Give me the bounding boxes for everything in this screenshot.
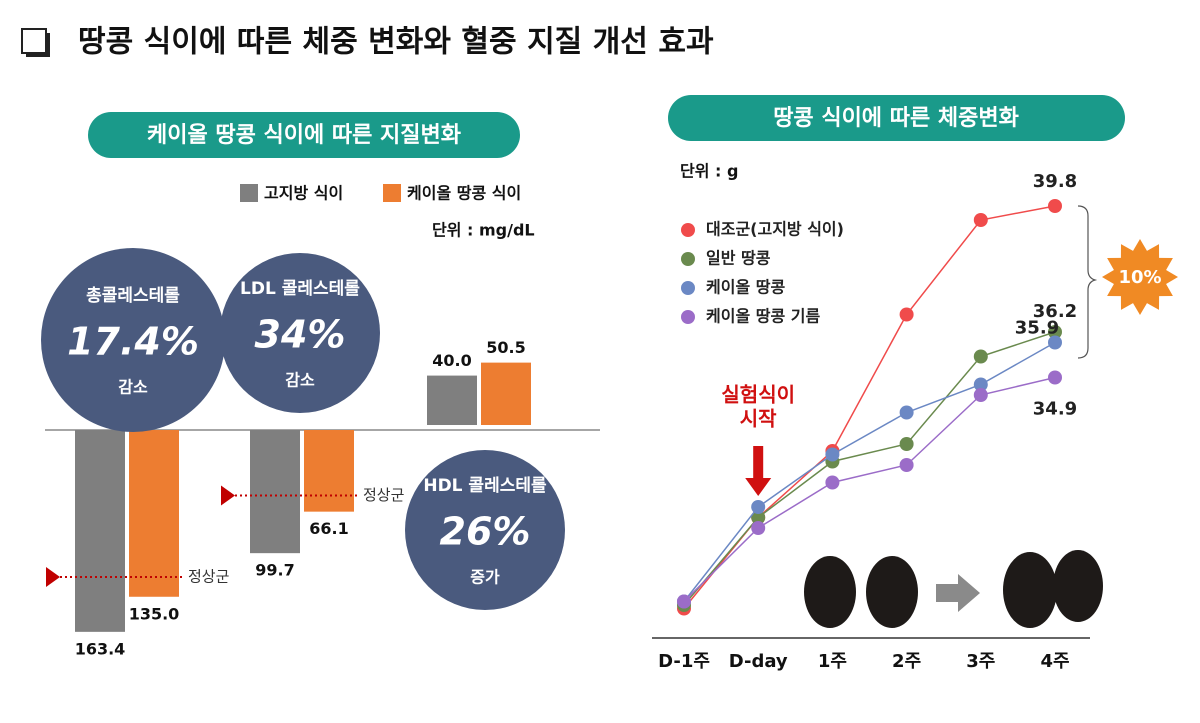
annotation-arrow (745, 446, 772, 496)
bar (304, 430, 354, 512)
value-label: 135.0 (129, 604, 180, 623)
x-tick-label: 4주 (1040, 651, 1069, 672)
data-point (751, 521, 766, 535)
title-icon-shadow (46, 33, 50, 57)
series-line (683, 376, 1056, 603)
value-label: 50.5 (486, 338, 525, 357)
left-unit: 단위 : mg/dL (432, 221, 535, 240)
value-label: 39.8 (1033, 171, 1077, 192)
title-icon (21, 28, 47, 54)
data-point (751, 510, 766, 525)
data-point (973, 349, 988, 364)
note-percent: 26% (440, 510, 531, 554)
value-label: 163.4 (75, 639, 126, 658)
data-point (825, 475, 840, 490)
value-label: 99.7 (255, 561, 294, 580)
data-point (677, 594, 691, 609)
data-point (973, 377, 988, 392)
value-label: 66.1 (309, 519, 348, 538)
data-point (973, 213, 988, 227)
x-tick-label: D-day (729, 651, 788, 672)
data-point (899, 458, 914, 472)
legend-swatch (240, 184, 258, 202)
data-point (899, 405, 914, 420)
highlight-burst (1102, 239, 1178, 315)
annotation: 시작 (740, 407, 777, 431)
mice (804, 550, 1103, 628)
reference-marker (46, 567, 60, 587)
reference-label: 정상군 (188, 568, 230, 586)
legend-label: 케이올 땅콩 식이 (407, 184, 521, 203)
reference-label: 정상군 (363, 486, 405, 504)
x-tick-label: 1주 (818, 651, 847, 672)
data-point (899, 307, 914, 322)
note-circle (405, 450, 565, 610)
note-name: 총콜레스테롤 (86, 286, 180, 306)
data-point (751, 500, 766, 514)
legend-label: 케이올 땅콩 (706, 278, 785, 297)
legend-dot (681, 281, 695, 295)
legend-dot (681, 252, 695, 266)
note-circle (41, 248, 225, 432)
bar (427, 375, 477, 425)
right-title: 땅콩 식이에 따른 체중변화 (773, 106, 1019, 131)
bar (250, 430, 300, 554)
right-unit: 단위 : g (680, 162, 738, 181)
legend-dot (681, 310, 695, 324)
right-header (668, 95, 1125, 141)
title-icon-shadow (26, 53, 50, 57)
value-label: 40.0 (432, 351, 471, 370)
note-name: HDL 콜레스테롤 (423, 476, 547, 496)
note-name: LDL 콜레스테롤 (240, 279, 360, 299)
x-tick-label: D-1주 (658, 651, 710, 672)
data-point (825, 447, 840, 462)
legend-dot (681, 223, 695, 237)
note-percent: 34% (255, 313, 346, 357)
bar (129, 430, 179, 597)
legend-label: 고지방 식이 (264, 184, 343, 203)
note-circle (220, 253, 380, 413)
data-point (1048, 335, 1062, 350)
legend-label: 대조군(고지방 식이) (706, 220, 844, 239)
data-point (899, 437, 914, 451)
annotation: 실험식이 (721, 383, 795, 407)
bar (75, 430, 125, 632)
note-text: 감소 (118, 378, 148, 397)
series-line (683, 341, 1056, 602)
left-header (88, 112, 520, 158)
page-title: 땅콩 식이에 따른 체중 변화와 혈중 지질 개선 효과 (78, 25, 714, 60)
note-text: 증가 (470, 568, 500, 587)
x-tick-label: 2주 (892, 651, 921, 672)
note-text: 감소 (285, 371, 315, 390)
note-percent: 17.4% (67, 320, 199, 364)
left-title: 케이올 땅콩 식이에 따른 지질변화 (147, 123, 461, 148)
x-tick-label: 3주 (966, 651, 995, 672)
value-label: 35.9 (1015, 318, 1059, 339)
data-point (1048, 325, 1062, 339)
legend-label: 일반 땅콩 (706, 249, 771, 268)
data-point (1048, 370, 1062, 385)
legend-label: 케이올 땅콩 기름 (706, 307, 820, 326)
data-point (1048, 199, 1062, 213)
bracket (1077, 205, 1098, 359)
highlight-text: 10% (1118, 267, 1161, 288)
data-point (973, 388, 988, 402)
value-label: 34.9 (1033, 399, 1077, 420)
series-line (683, 331, 1056, 606)
reference-marker (221, 485, 235, 506)
legend-swatch (383, 184, 401, 202)
value-label: 36.2 (1033, 301, 1077, 322)
bar (481, 362, 531, 425)
